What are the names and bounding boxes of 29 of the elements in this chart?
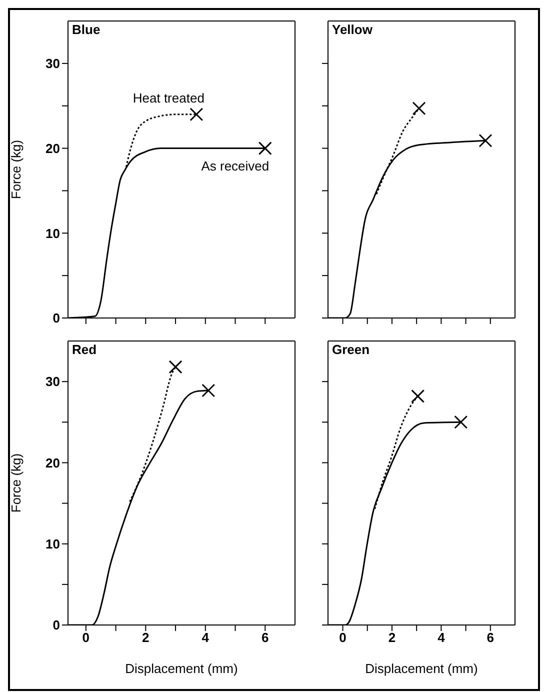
x-tick-label: 4	[202, 630, 210, 646]
y-tick-label: 20	[46, 455, 60, 470]
x-tick-label: 0	[339, 630, 346, 646]
chart-title: Red	[72, 342, 97, 357]
y-tick-label: 30	[46, 56, 60, 72]
x-tick-label: 4	[438, 630, 446, 646]
x-tick-label: 6	[486, 630, 494, 646]
y-tick-label: 20	[46, 140, 60, 156]
y-tick-label: 30	[46, 374, 60, 390]
chart-title: Yellow	[332, 22, 372, 37]
x-tick-label: 2	[142, 630, 150, 646]
x-axis-title: Displacement (mm)	[364, 661, 479, 676]
series-label: As received	[201, 158, 270, 174]
line-series	[129, 366, 176, 502]
series-label: Heat treated	[132, 90, 204, 106]
x-tick-label: 0	[82, 630, 90, 646]
chart-title: Blue	[72, 22, 100, 37]
chart-title: Green	[332, 342, 370, 357]
line-series	[125, 114, 198, 168]
x-tick-label: 2	[388, 630, 396, 646]
y-axis-title: Force (kg)	[8, 453, 24, 513]
figure-frame: 0 10 20 30 Force (kg) Heat treated As received Blue Yellow 0 2 4 6 0 10 20 30 Force (kg) Red Displacement (mm) 0 2 4 6 Green Displacement (mm)	[8, 8, 540, 691]
x-axis-title: Displacement (mm)	[124, 661, 239, 676]
x-tick-label: 6	[262, 630, 269, 646]
y-tick-label: 0	[52, 618, 60, 633]
y-tick-label: 0	[52, 310, 60, 326]
y-tick-label: 10	[46, 536, 60, 552]
y-tick-label: 10	[46, 226, 60, 241]
y-axis-title: Force (kg)	[8, 140, 24, 200]
